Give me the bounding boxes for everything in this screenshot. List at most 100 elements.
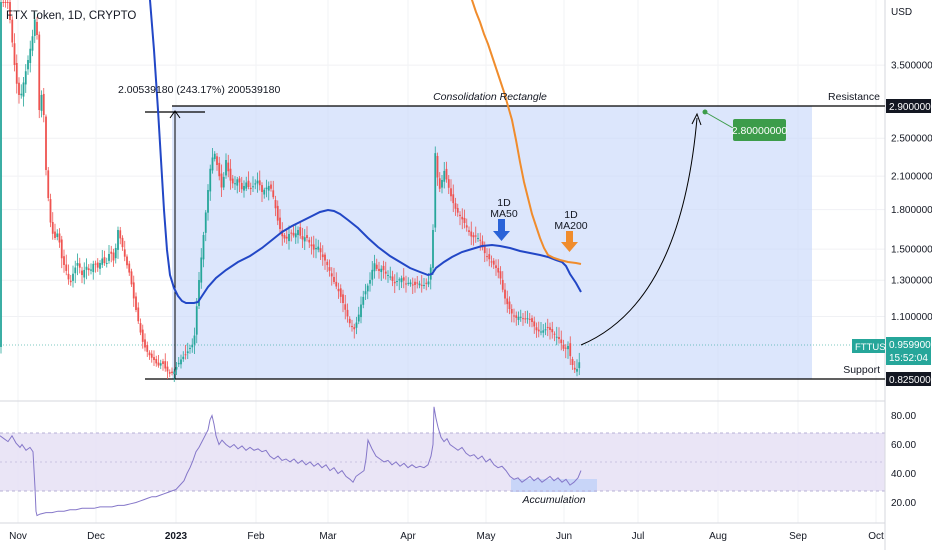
candle-body bbox=[515, 315, 518, 318]
candle-body bbox=[110, 251, 113, 254]
candle-body bbox=[445, 168, 448, 180]
countdown-value: 15:52:04 bbox=[889, 353, 928, 364]
candle-body bbox=[168, 372, 171, 374]
measure-arrowhead bbox=[169, 110, 181, 119]
candle-body bbox=[499, 271, 502, 279]
candle-body bbox=[40, 95, 43, 111]
current-price-value: 0.95990000 bbox=[889, 340, 932, 351]
candle-body bbox=[238, 178, 241, 183]
candle-body bbox=[141, 329, 144, 342]
candle-body bbox=[560, 339, 563, 344]
candle-body bbox=[542, 330, 545, 333]
candle-body bbox=[4, 2, 7, 3]
candle-body bbox=[483, 245, 486, 254]
candle-body bbox=[549, 327, 551, 330]
candle-body bbox=[117, 230, 119, 250]
candle-body bbox=[216, 156, 218, 165]
candle-body bbox=[456, 207, 459, 213]
rsi-tick-label: 40.00 bbox=[891, 469, 916, 480]
candle-body bbox=[279, 217, 281, 229]
candle-body bbox=[517, 316, 520, 320]
candle-body bbox=[245, 182, 248, 189]
candle-body bbox=[31, 36, 34, 51]
ma50-label-line1: 1D bbox=[497, 197, 511, 209]
ma50-arrow-icon bbox=[493, 219, 510, 241]
candle-body bbox=[186, 351, 189, 354]
candle-body bbox=[144, 339, 146, 348]
ma200-label-line1: 1D bbox=[564, 209, 578, 221]
candle-body bbox=[76, 263, 79, 266]
candle-body bbox=[243, 186, 245, 191]
candle-body bbox=[490, 261, 493, 263]
price-tick-label: 1.10000000 bbox=[891, 312, 932, 323]
candle-body bbox=[121, 237, 124, 248]
candle-body bbox=[155, 358, 158, 364]
measure-label: 2.00539180 (243.17%) 200539180 bbox=[118, 84, 280, 96]
candle-body bbox=[83, 269, 86, 278]
candle-body bbox=[27, 60, 29, 70]
candle-body bbox=[461, 216, 464, 220]
candle-body bbox=[9, 2, 11, 20]
candle-body bbox=[54, 231, 56, 238]
candle-body bbox=[207, 190, 209, 213]
candle-body bbox=[166, 366, 169, 372]
candle-body bbox=[306, 235, 308, 238]
candle-body bbox=[486, 256, 488, 258]
candle-body bbox=[33, 19, 36, 36]
candle-body bbox=[119, 230, 122, 239]
candle-body bbox=[157, 362, 160, 366]
time-tick-label: Jun bbox=[556, 531, 572, 542]
candle-body bbox=[263, 189, 266, 195]
candle-body bbox=[416, 282, 419, 284]
candle-body bbox=[470, 231, 473, 237]
candle-body bbox=[371, 269, 374, 280]
candle-body bbox=[355, 322, 358, 328]
price-tick-label: 1.50000000 bbox=[891, 245, 932, 256]
time-axis: Nov Dec 2023 Feb Mar Apr May Jun Jul Aug Sep Oct bbox=[9, 531, 884, 542]
candle-body bbox=[99, 263, 101, 269]
candle-body bbox=[427, 281, 430, 285]
candle-body bbox=[519, 316, 522, 318]
candle-body bbox=[173, 371, 176, 375]
candle-body bbox=[42, 93, 45, 115]
candle-body bbox=[393, 281, 396, 284]
candle-body bbox=[564, 347, 567, 349]
resistance-badge bbox=[886, 99, 931, 113]
candle-body bbox=[546, 326, 549, 329]
candle-body bbox=[423, 285, 425, 286]
candle-body bbox=[447, 179, 450, 188]
candle-body bbox=[180, 359, 182, 365]
chart-title: FTX Token, 1D, CRYPTO bbox=[6, 10, 136, 22]
candle-body bbox=[544, 329, 547, 331]
candle-body bbox=[526, 318, 529, 320]
candle-body bbox=[558, 337, 560, 339]
candle-body bbox=[65, 264, 68, 271]
candle-body bbox=[459, 214, 461, 216]
candle-body bbox=[326, 261, 329, 266]
candle-body bbox=[175, 367, 178, 370]
candle-body bbox=[267, 185, 270, 191]
candle-body bbox=[148, 352, 151, 356]
candle-body bbox=[551, 329, 554, 333]
candle-body bbox=[254, 183, 257, 185]
candle-body bbox=[123, 249, 126, 257]
rsi-band bbox=[0, 433, 885, 491]
candle-body bbox=[234, 183, 236, 185]
candle-body bbox=[578, 362, 581, 369]
candle-body bbox=[398, 279, 401, 281]
currency-label: USD bbox=[891, 7, 912, 18]
candle-body bbox=[533, 321, 536, 327]
candle-body bbox=[261, 185, 263, 192]
symbol-badge-text: FTTUSD bbox=[855, 342, 893, 353]
candle-body bbox=[479, 239, 482, 241]
candle-body bbox=[481, 241, 484, 248]
candle-body bbox=[85, 266, 88, 270]
candle-body bbox=[290, 232, 293, 234]
candle-body bbox=[474, 235, 477, 237]
candle-body bbox=[202, 235, 205, 260]
candle-body bbox=[497, 267, 500, 273]
time-tick-label: Aug bbox=[709, 531, 727, 542]
candle-body bbox=[328, 267, 331, 271]
candle-body bbox=[281, 230, 284, 237]
